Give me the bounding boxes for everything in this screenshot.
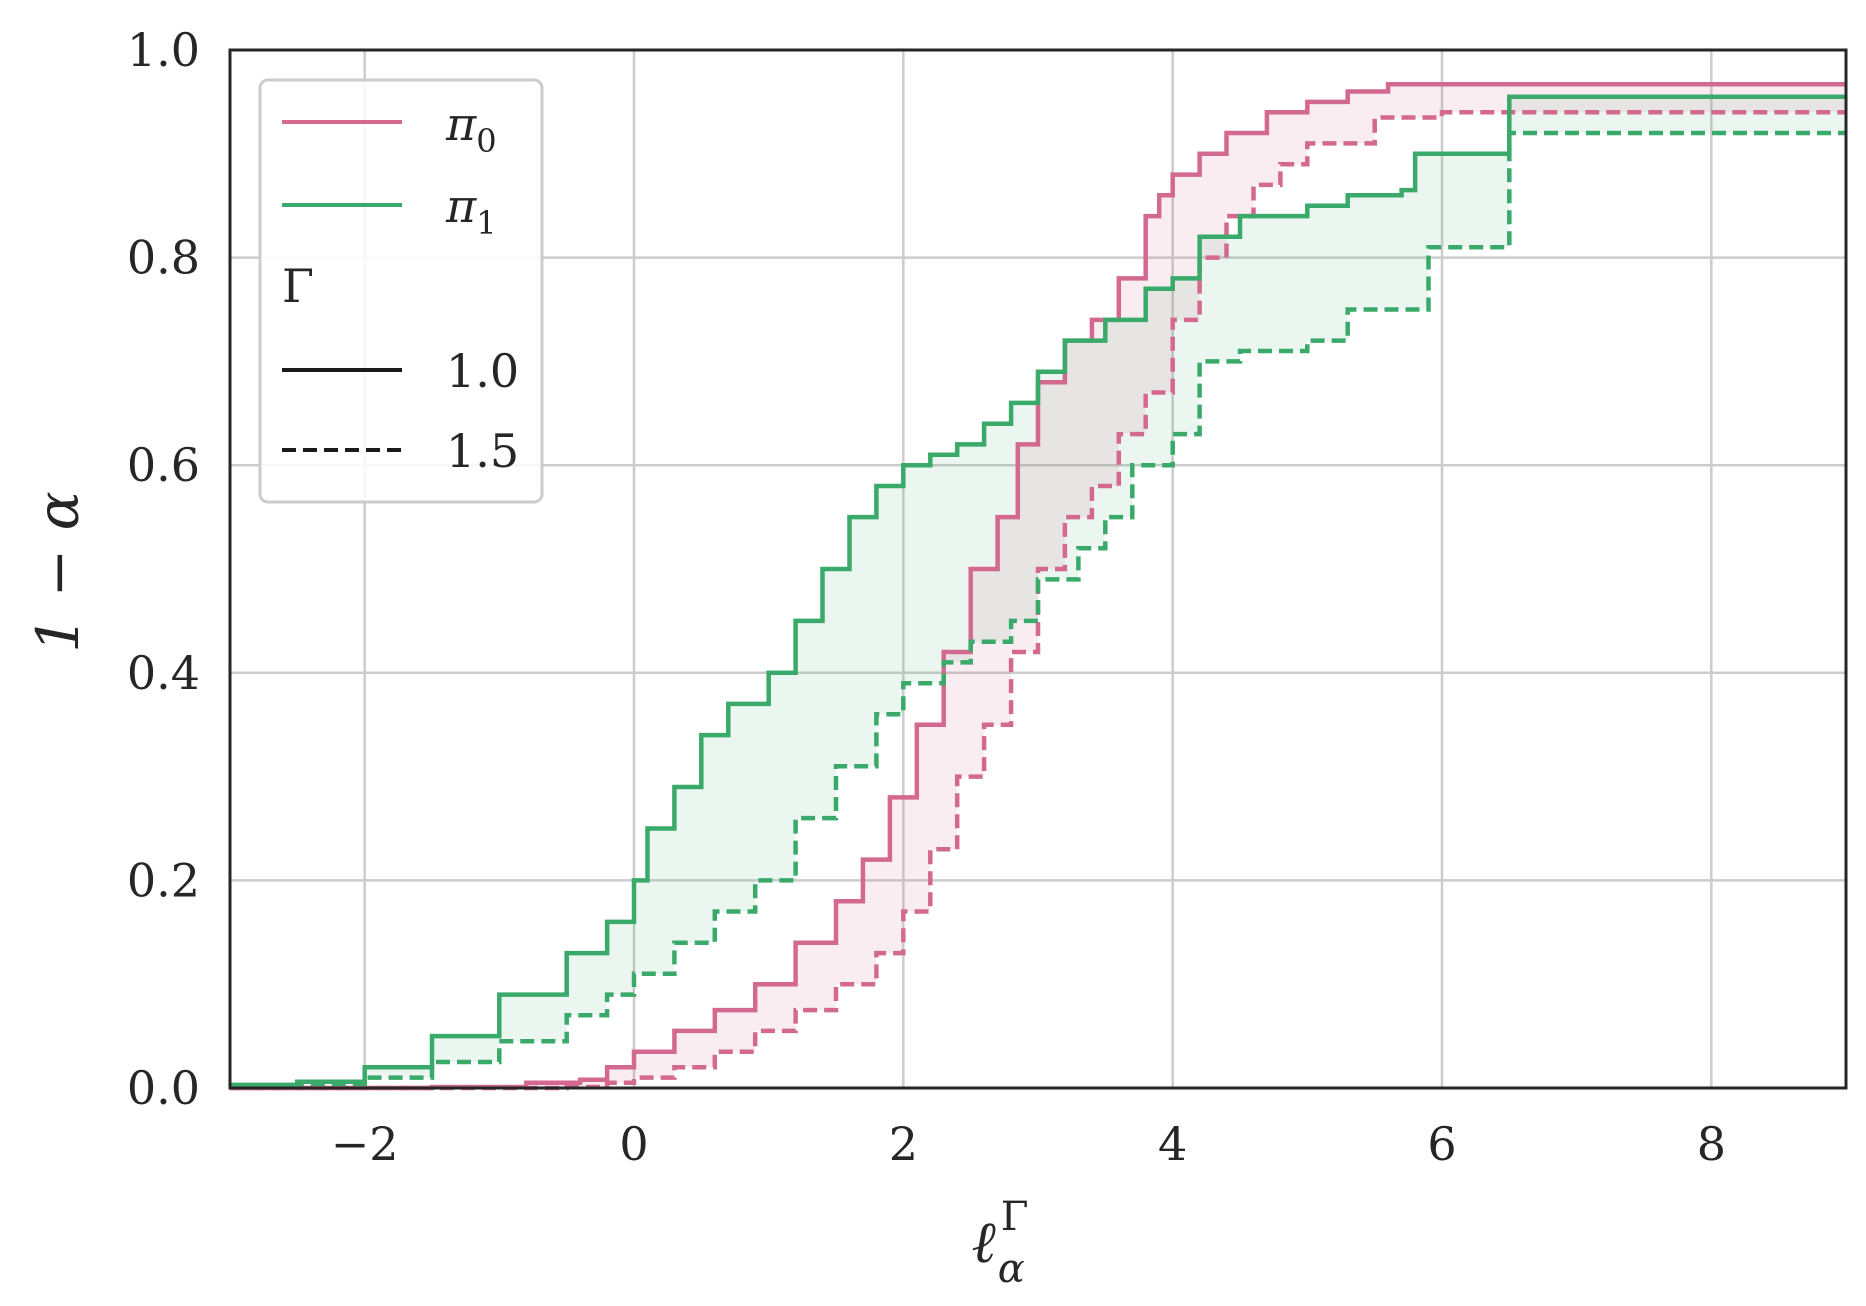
y-tick-label: 1.0 [127,23,200,77]
legend-box [258,78,544,504]
x-axis-label-base: ℓ [972,1208,996,1276]
legend-label-pi0-sub: 0 [476,122,496,160]
plot-frame [228,48,1848,1090]
y-tick-label: 0.4 [127,646,200,700]
x-tick-label: 0 [619,1117,648,1171]
x-axis-label-superscript: Γ [1001,1194,1029,1240]
series-line-1 [230,110,1846,1091]
x-tick-label: −2 [331,1117,399,1171]
y-tick-label: 0.6 [127,438,200,492]
series-line-2 [230,94,1846,1088]
x-axis-label-subscript: α [998,1246,1025,1292]
legend-style-title: Γ [282,259,314,313]
grid [230,48,1846,1090]
x-tick-label: 8 [1697,1117,1726,1171]
legend: π0 π1 Γ 1.0 1.5 [258,78,544,504]
series-line-3 [230,130,1846,1090]
y-tick-label: 0.2 [127,853,200,907]
x-axis-ticks: −2 0 2 4 6 8 [331,1117,1726,1171]
y-axis-ticks: 0.0 0.2 0.4 0.6 0.8 1.0 [127,23,200,1115]
y-tick-label: 0.0 [127,1061,200,1115]
x-axis-label: ℓαΓ [972,1194,1029,1292]
legend-label-pi0: π0 [445,97,497,160]
legend-label-pi1-main: π [445,179,477,233]
x-tick-label: 2 [889,1117,918,1171]
x-tick-label: 4 [1158,1117,1187,1171]
series-line-0 [230,82,1846,1091]
legend-label-pi1: π1 [445,179,497,242]
legend-label-pi0-main: π [445,97,477,151]
x-tick-label: 6 [1427,1117,1456,1171]
legend-label-gamma-1-5: 1.5 [446,424,519,478]
legend-label-gamma-1-0: 1.0 [446,344,519,398]
legend-label-pi1-sub: 1 [476,204,496,242]
y-axis-label: 1 − α [24,491,92,653]
series-lines [230,82,1846,1091]
y-tick-label: 0.8 [127,231,200,285]
